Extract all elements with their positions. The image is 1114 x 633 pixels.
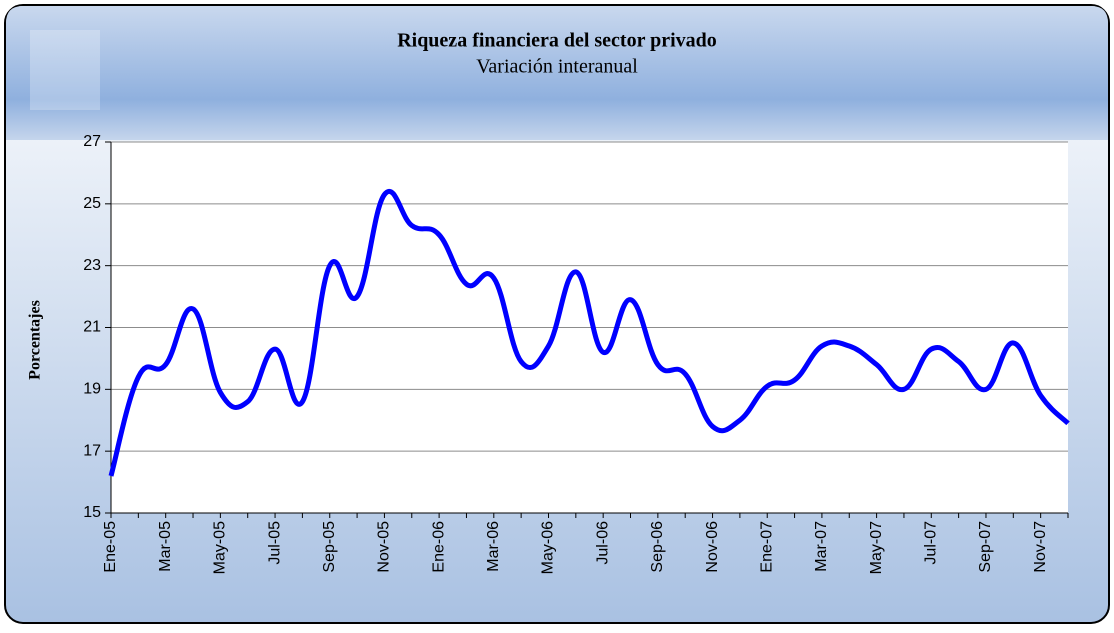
x-tick-label: Jul-05 [266, 521, 283, 565]
x-tick-label: Ene-06 [430, 521, 447, 573]
x-tick-label: May-07 [868, 521, 885, 574]
y-tick-label: 27 [83, 133, 101, 150]
x-tick-label: Sep-05 [321, 521, 338, 573]
x-tick-label: Jul-07 [923, 521, 940, 565]
x-tick-label: Sep-06 [649, 521, 666, 573]
y-tick-label: 15 [83, 504, 101, 521]
chart-subtitle: Variación interanual [476, 56, 638, 78]
x-tick-label: Nov-06 [704, 521, 721, 573]
x-tick-label: May-06 [540, 521, 557, 574]
x-tick-label: Mar-05 [157, 521, 174, 572]
y-tick-label: 23 [83, 257, 101, 274]
x-tick-label: Ene-07 [758, 521, 775, 573]
y-tick-label: 25 [83, 195, 101, 212]
y-axis-label: Porcentajes [27, 300, 44, 380]
logo [30, 30, 100, 110]
x-tick-label: Nov-05 [376, 521, 393, 573]
y-tick-label: 19 [83, 381, 101, 398]
x-tick-label: Mar-06 [485, 521, 502, 572]
x-tick-label: Jul-06 [594, 521, 611, 565]
chart: Riqueza financiera del sector privado Va… [0, 0, 1114, 628]
chart-title: Riqueza financiera del sector privado [397, 30, 717, 52]
x-tick-label: May-05 [212, 521, 229, 574]
x-tick-label: Nov-07 [1032, 521, 1049, 573]
x-tick-label: Ene-05 [102, 521, 119, 573]
y-tick-label: 21 [83, 319, 101, 336]
page: Riqueza financiera del sector privado Va… [0, 0, 1114, 628]
x-tick-label: Sep-07 [977, 521, 994, 573]
x-tick-label: Mar-07 [813, 521, 830, 572]
y-tick-label: 17 [83, 442, 101, 459]
